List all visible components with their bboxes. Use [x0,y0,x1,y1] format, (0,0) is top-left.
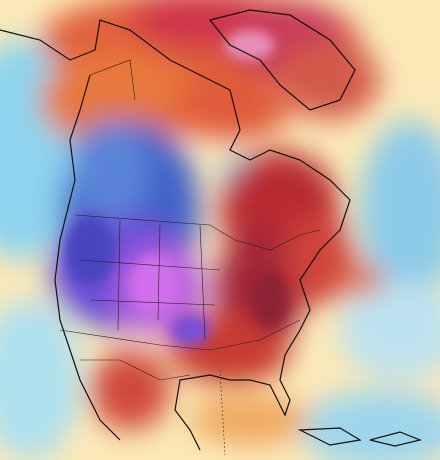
borders [59,59,321,381]
anomaly-detail [65,30,288,345]
coastlines [0,9,422,451]
